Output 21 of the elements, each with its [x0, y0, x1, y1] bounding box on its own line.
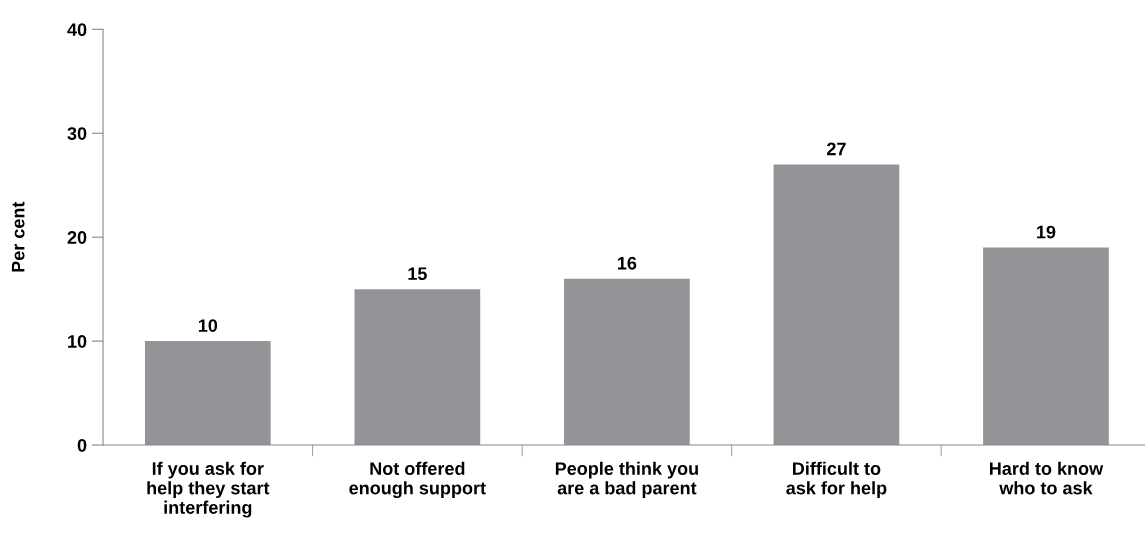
x-tick-label: If you ask for help they start interfering: [147, 461, 270, 518]
x-tick-label: Not offered enough support: [349, 461, 486, 499]
y-axis-title: Per cent: [11, 201, 25, 272]
bar: [354, 289, 481, 446]
y-tick-label: 30: [67, 127, 87, 140]
data-label: 15: [408, 267, 427, 281]
x-tick-label: Hard to know who to ask: [989, 461, 1104, 495]
bar: [144, 341, 271, 446]
x-tick-label: People think you are a bad parent: [555, 461, 698, 498]
bar: [773, 164, 900, 446]
bar: [983, 247, 1109, 446]
bar: [564, 278, 690, 446]
data-label: 16: [617, 256, 637, 270]
x-tick-label: Difficult to ask for help: [786, 461, 887, 498]
data-label: 19: [1037, 225, 1056, 239]
data-label: 27: [827, 142, 846, 156]
data-label: 10: [198, 319, 218, 332]
y-tick-label: 10: [68, 335, 87, 348]
y-tick-label: 0: [77, 438, 87, 452]
y-tick-label: 20: [67, 231, 87, 244]
y-tick-label: 40: [67, 23, 87, 37]
